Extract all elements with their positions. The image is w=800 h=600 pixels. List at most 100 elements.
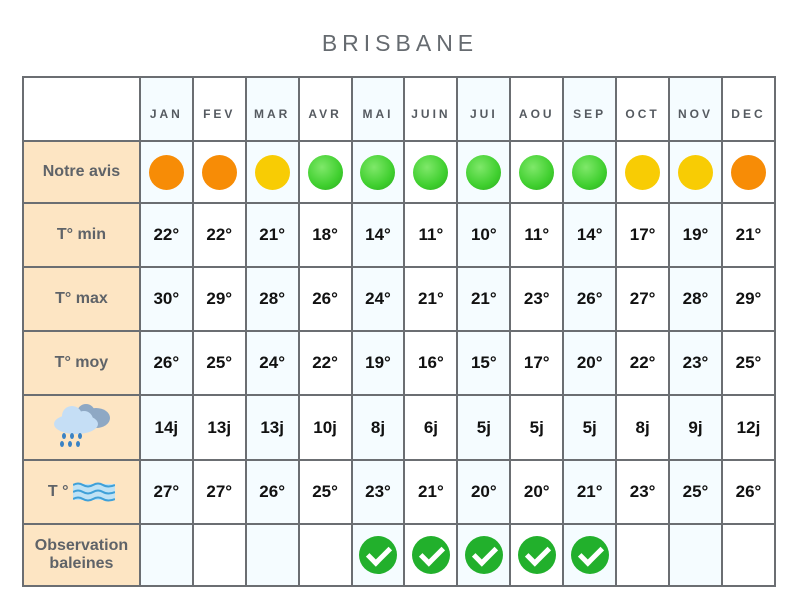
value-cell: 26°: [244, 459, 300, 525]
value-cell: 26°: [562, 266, 618, 332]
rating-cell: [191, 140, 247, 204]
row-label: Observation baleines: [22, 523, 141, 587]
value-cell: 8j: [350, 394, 406, 461]
corner-cell: [22, 76, 141, 142]
value-cell: 22°: [615, 330, 671, 396]
month-header: SEP: [562, 76, 618, 142]
value-cell: 5j: [562, 394, 618, 461]
value-cell: 23°: [350, 459, 406, 525]
rating-orange-dot-icon: [201, 154, 237, 190]
whale-cell: [138, 523, 194, 587]
row-rain: 14j 13j 13j 10j 8j 6j 5j 5j 5j 8j 9j 12j: [22, 394, 777, 461]
value-cell: 8j: [615, 394, 671, 461]
row-label: T° moy: [22, 330, 141, 396]
check-icon: [517, 536, 556, 574]
value-cell: 6j: [403, 394, 459, 461]
value-cell: 26°: [138, 330, 194, 396]
rating-cell: [615, 140, 671, 204]
value-cell: 13j: [191, 394, 247, 461]
value-cell: 25°: [191, 330, 247, 396]
rating-green-dot-icon: [572, 154, 608, 190]
rating-green-dot-icon: [519, 154, 555, 190]
rating-yellow-dot-icon: [625, 154, 661, 190]
value-cell: 25°: [297, 459, 353, 525]
value-cell: 17°: [509, 330, 565, 396]
month-header: MAI: [350, 76, 406, 142]
month-header: AVR: [297, 76, 353, 142]
value-cell: 20°: [456, 459, 512, 525]
value-cell: 9j: [668, 394, 723, 461]
row-label-text: Observation: [34, 537, 129, 554]
whale-cell: [562, 523, 618, 587]
water-waves-icon: [72, 482, 116, 502]
value-cell: 5j: [456, 394, 512, 461]
value-cell: 26°: [297, 266, 353, 332]
value-cell: 21°: [403, 459, 459, 525]
value-cell: 23°: [615, 459, 671, 525]
value-cell: 23°: [668, 330, 723, 396]
value-cell: 5j: [509, 394, 565, 461]
value-cell: 26°: [720, 459, 777, 525]
value-cell: 22°: [191, 202, 247, 268]
climate-table: JAN FEV MAR AVR MAI JUIN JUI AOU SEP OCT NOV DEC Not…: [22, 76, 777, 587]
value-cell: 13j: [244, 394, 300, 461]
rating-green-dot-icon: [413, 154, 449, 190]
value-cell: 14°: [350, 202, 406, 268]
value-cell: 11°: [403, 202, 459, 268]
whale-cell: [668, 523, 723, 587]
value-cell: 19°: [668, 202, 723, 268]
value-cell: 15°: [456, 330, 512, 396]
month-header: MAR: [244, 76, 300, 142]
row-label: T °: [22, 459, 141, 525]
rating-cell: [244, 140, 300, 204]
month-header: JUIN: [403, 76, 459, 142]
row-sea: T ° 27° 27° 26° 25° 23° 21° 20° 20° 21° 23° 25° 26°: [22, 459, 777, 525]
row-tmin: T° min 22° 22° 21° 18° 14° 11° 10° 11° 14° 17° 19° 2…: [22, 202, 777, 268]
value-cell: 29°: [720, 266, 777, 332]
value-cell: 19°: [350, 330, 406, 396]
value-cell: 27°: [138, 459, 194, 525]
header-row: JAN FEV MAR AVR MAI JUIN JUI AOU SEP OCT NOV DEC: [22, 76, 777, 142]
rating-cell: [668, 140, 723, 204]
value-cell: 16°: [403, 330, 459, 396]
row-avis: Notre avis: [22, 140, 777, 204]
month-header: JAN: [138, 76, 194, 142]
row-tmoy: T° moy 26° 25° 24° 22° 19° 16° 15° 17° 20° 22° 23° 2…: [22, 330, 777, 396]
value-cell: 24°: [350, 266, 406, 332]
row-label-text: baleines: [49, 555, 114, 572]
rating-cell: [456, 140, 512, 204]
value-cell: 12j: [720, 394, 777, 461]
value-cell: 25°: [720, 330, 777, 396]
check-icon: [464, 536, 503, 574]
rating-cell: [720, 140, 777, 204]
check-icon: [411, 536, 450, 574]
whale-cell: [509, 523, 565, 587]
rating-cell: [509, 140, 565, 204]
value-cell: 14°: [562, 202, 618, 268]
value-cell: 10°: [456, 202, 512, 268]
whale-cell: [350, 523, 406, 587]
rating-green-dot-icon: [466, 154, 502, 190]
value-cell: 21°: [403, 266, 459, 332]
row-label: T° min: [22, 202, 141, 268]
value-cell: 25°: [668, 459, 723, 525]
whale-cell: [615, 523, 671, 587]
rating-yellow-dot-icon: [678, 154, 713, 190]
rating-green-dot-icon: [307, 154, 343, 190]
value-cell: 29°: [191, 266, 247, 332]
rating-cell: [403, 140, 459, 204]
month-header: DEC: [720, 76, 777, 142]
value-cell: 27°: [191, 459, 247, 525]
whale-cell: [191, 523, 247, 587]
value-cell: 10j: [297, 394, 353, 461]
row-whales: Observation baleines: [22, 523, 777, 587]
rating-cell: [562, 140, 618, 204]
rain-cloud-icon: [54, 404, 111, 447]
whale-cell: [720, 523, 777, 587]
whale-cell: [297, 523, 353, 587]
check-icon: [570, 536, 609, 574]
month-header: OCT: [615, 76, 671, 142]
whale-cell: [244, 523, 300, 587]
value-cell: 22°: [297, 330, 353, 396]
value-cell: 27°: [615, 266, 671, 332]
